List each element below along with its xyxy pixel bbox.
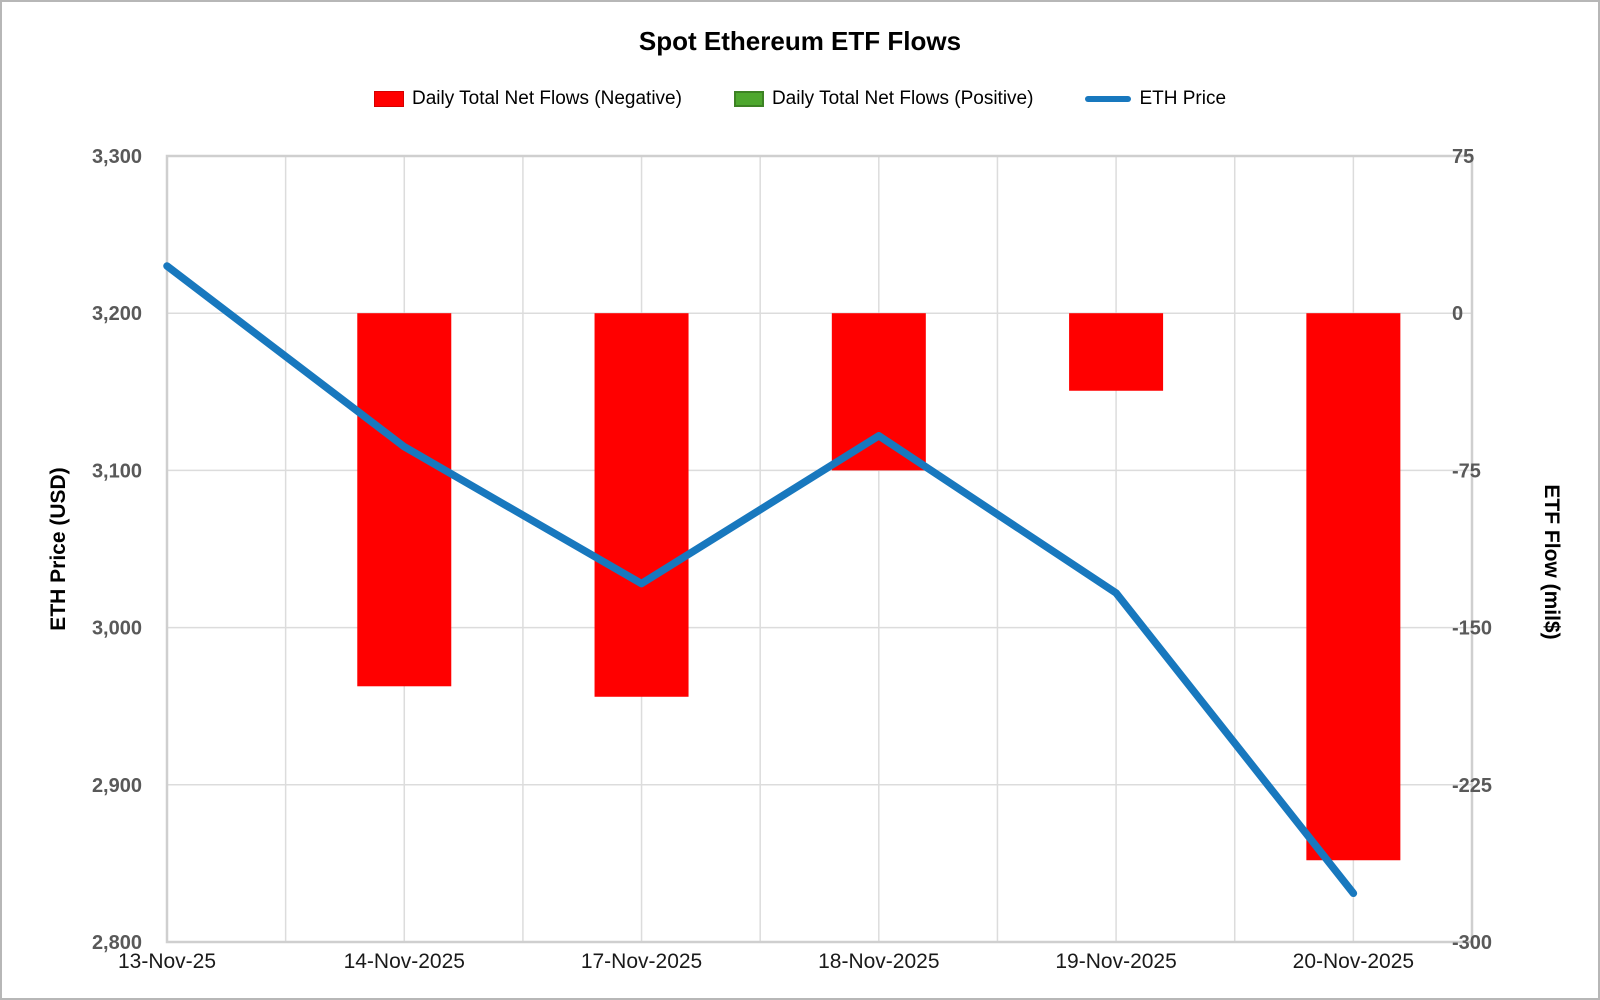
flow-bar-17-Nov-2025 bbox=[594, 313, 689, 697]
x-axis-tick-label: 19-Nov-2025 bbox=[1055, 950, 1176, 973]
flow-bar-18-Nov-2025 bbox=[831, 313, 926, 471]
legend-item-eth-price: ETH Price bbox=[1085, 88, 1226, 110]
left-axis-tick-label: 3,300 bbox=[92, 146, 142, 168]
x-axis-tick-label: 13-Nov-25 bbox=[118, 950, 216, 973]
legend-label-eth-price: ETH Price bbox=[1139, 88, 1227, 109]
left-axis-tick-label: 3,000 bbox=[92, 618, 142, 640]
x-axis-tick-label: 17-Nov-2025 bbox=[581, 950, 702, 973]
right-axis-tick-label: -150 bbox=[1452, 618, 1492, 640]
legend-item-positive-flows: Daily Total Net Flows (Positive) bbox=[733, 88, 1034, 110]
left-axis-tick-label: 3,200 bbox=[92, 303, 142, 325]
x-axis-tick-label: 18-Nov-2025 bbox=[818, 950, 939, 973]
eth-price-line bbox=[163, 262, 1358, 898]
right-axis-tick-label: -300 bbox=[1452, 932, 1492, 954]
right-axis-tick-label: -225 bbox=[1452, 775, 1492, 797]
left-axis-tick-label: 2,800 bbox=[92, 932, 142, 954]
legend-label-negative-flows: Daily Total Net Flows (Negative) bbox=[411, 88, 682, 109]
left-axis-tick-label: 2,900 bbox=[92, 775, 142, 797]
legend: Daily Total Net Flows (Negative) Daily T… bbox=[2, 88, 1598, 110]
right-axis-tick-label: 0 bbox=[1452, 303, 1463, 325]
plot-border bbox=[165, 154, 1474, 944]
flow-bar-20-Nov-2025 bbox=[1306, 313, 1401, 861]
legend-item-negative-flows: Daily Total Net Flows (Negative) bbox=[373, 88, 682, 110]
eth-price-line-icon bbox=[1085, 96, 1132, 102]
chart-title: Spot Ethereum ETF Flows bbox=[638, 26, 962, 56]
x-axis-tick-label: 14-Nov-2025 bbox=[344, 950, 465, 973]
negative-flows-swatch-icon bbox=[373, 91, 404, 107]
right-axis-tick-label: 75 bbox=[1452, 146, 1474, 168]
right-axis-tick-label: -75 bbox=[1452, 460, 1481, 482]
left-axis-tick-label: 3,100 bbox=[92, 460, 142, 482]
flow-bar-19-Nov-2025 bbox=[1069, 313, 1164, 391]
positive-flows-swatch-icon bbox=[733, 91, 764, 107]
legend-label-positive-flows: Daily Total Net Flows (Positive) bbox=[771, 88, 1034, 109]
x-axis-tick-label: 20-Nov-2025 bbox=[1293, 950, 1414, 973]
flow-bar-14-Nov-2025 bbox=[357, 313, 452, 687]
